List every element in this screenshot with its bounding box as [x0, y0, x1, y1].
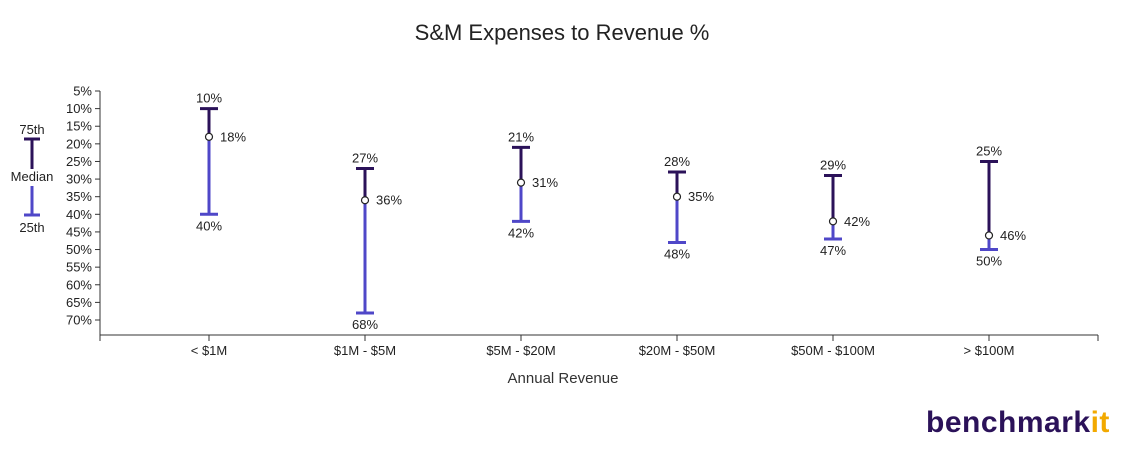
y-axis: 5% 10% 15% 20% 25% 30% 35% 40% 45% 50% 55% 60% 65% 70… [66, 84, 101, 335]
legend-25th-label: 25th [19, 220, 44, 235]
p75-label: 25% [976, 143, 1002, 158]
p25-label: 40% [196, 218, 222, 233]
p25-label: 48% [664, 246, 690, 261]
p25-label: 42% [508, 225, 534, 240]
x-tick-label: $1M - $5M [334, 343, 396, 358]
range-bar: 28% 35% 48% [664, 154, 714, 261]
p75-label: 10% [196, 91, 222, 106]
range-bar: 27% 36% 68% [352, 151, 402, 332]
logo-main-text: benchmark [926, 406, 1091, 439]
y-tick-label: 45% [66, 224, 92, 239]
median-label: 42% [844, 214, 870, 229]
x-tick-label: $20M - $50M [639, 343, 716, 358]
y-tick-label: 25% [66, 154, 92, 169]
logo-accent-text: it [1090, 406, 1110, 439]
p75-label: 28% [664, 154, 690, 169]
median-point [672, 192, 682, 201]
range-bar: 29% 42% 47% [820, 158, 870, 258]
x-tick-label: $50M - $100M [791, 343, 875, 358]
median-point [360, 196, 370, 205]
y-tick-label: 20% [66, 136, 92, 151]
y-tick-label: 35% [66, 189, 92, 204]
median-label: 18% [220, 129, 246, 144]
legend-75th-label: 75th [19, 122, 44, 137]
benchmarkit-logo: benchmarkit [926, 406, 1110, 440]
y-tick-label: 10% [66, 101, 92, 116]
median-label: 36% [376, 193, 402, 208]
series: 10% 18% 40% 27% 36% 68% 21% 31% 42% 28% 35% 48% 29% 4… [196, 91, 1026, 332]
y-tick-label: 40% [66, 207, 92, 222]
y-tick-label: 60% [66, 277, 92, 292]
y-tick-label: 65% [66, 295, 92, 310]
range-bar: 10% 18% 40% [196, 91, 246, 234]
x-axis: < $1M $1M - $5M $5M - $20M $20M - $50M $50M … [99, 334, 1099, 358]
y-tick-label: 15% [66, 119, 92, 134]
p25-label: 68% [352, 317, 378, 332]
median-point [204, 132, 214, 141]
y-tick-label: 55% [66, 260, 92, 275]
x-axis-title: Annual Revenue [508, 370, 619, 387]
x-tick-label: > $100M [964, 343, 1015, 358]
p75-label: 27% [352, 151, 378, 166]
y-tick-label: 30% [66, 172, 92, 187]
y-tick-label: 50% [66, 242, 92, 257]
y-tick-label: 70% [66, 313, 92, 328]
p75-label: 21% [508, 129, 534, 144]
median-label: 35% [688, 189, 714, 204]
p75-label: 29% [820, 158, 846, 173]
legend: 75th Median 25th [11, 122, 54, 235]
median-point [984, 231, 994, 240]
range-bar: 25% 46% 50% [976, 143, 1026, 268]
p25-label: 47% [820, 243, 846, 258]
range-bar: 21% 31% 42% [508, 129, 558, 240]
x-tick-label: $5M - $20M [486, 343, 555, 358]
x-tick-label: < $1M [191, 343, 228, 358]
median-point [516, 178, 526, 187]
chart-title: S&M Expenses to Revenue % [415, 20, 710, 45]
median-label: 46% [1000, 228, 1026, 243]
median-point [828, 217, 838, 226]
y-tick-label: 5% [73, 84, 92, 99]
p25-label: 50% [976, 254, 1002, 269]
median-label: 31% [532, 175, 558, 190]
legend-median-label: Median [11, 169, 54, 184]
